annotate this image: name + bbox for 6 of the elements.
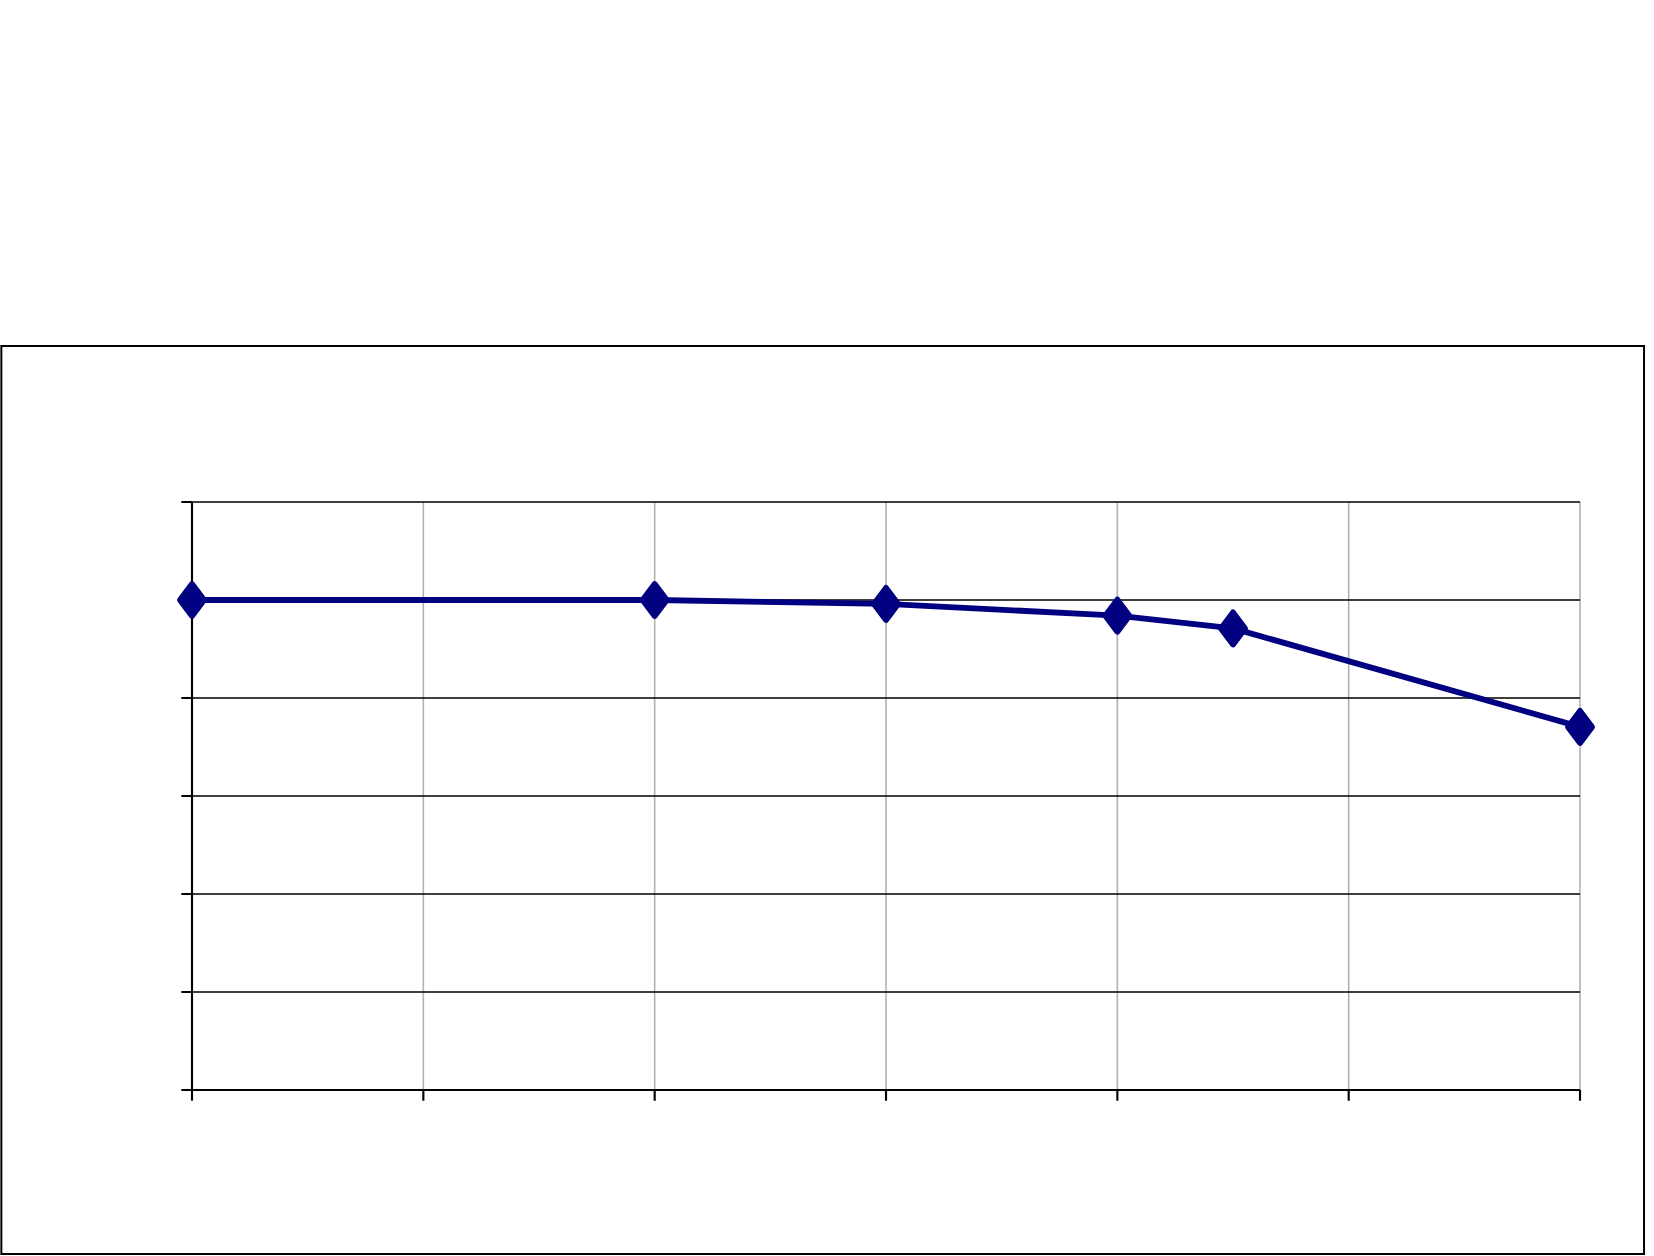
point [1102, 596, 1133, 635]
point [639, 581, 670, 619]
point [1565, 707, 1595, 746]
point [1218, 609, 1248, 648]
point [177, 581, 207, 619]
point [871, 584, 901, 623]
